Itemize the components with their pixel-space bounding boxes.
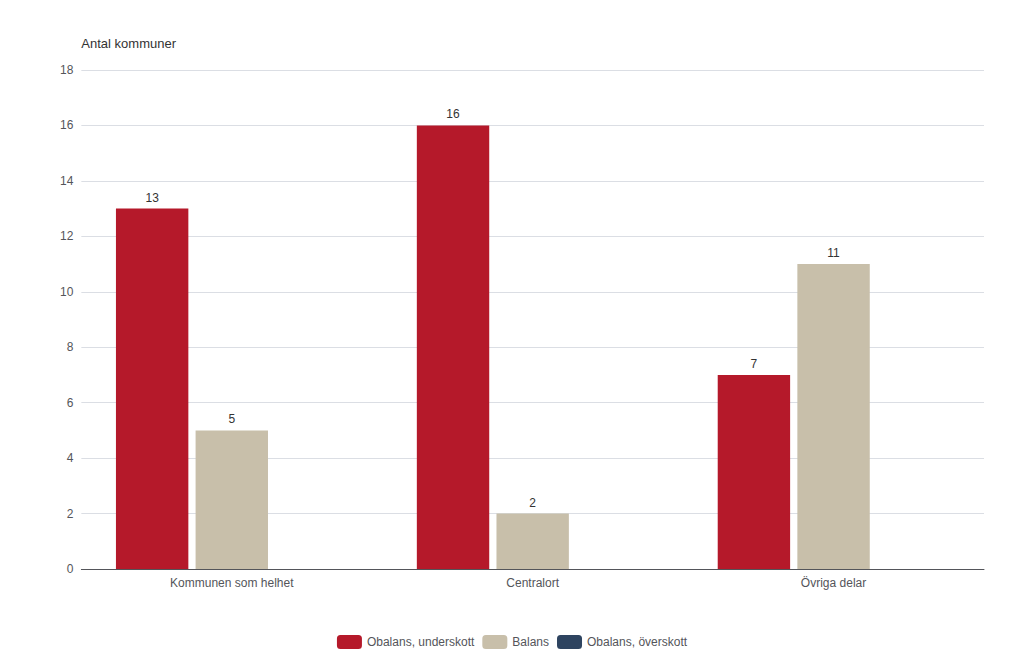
svg-text:Obalans, underskott: Obalans, underskott: [367, 635, 475, 649]
svg-text:4: 4: [67, 451, 74, 465]
svg-text:Antal kommuner: Antal kommuner: [81, 36, 176, 51]
svg-text:16: 16: [446, 107, 460, 121]
svg-text:Kommunen som helhet: Kommunen som helhet: [170, 576, 294, 590]
svg-text:8: 8: [67, 340, 74, 354]
svg-text:Balans: Balans: [512, 635, 549, 649]
svg-text:2: 2: [67, 507, 74, 521]
svg-text:6: 6: [67, 396, 74, 410]
svg-text:14: 14: [60, 174, 74, 188]
svg-text:0: 0: [67, 562, 74, 576]
svg-text:7: 7: [751, 357, 758, 371]
svg-text:2: 2: [529, 496, 536, 510]
svg-text:10: 10: [60, 285, 74, 299]
svg-text:13: 13: [145, 191, 159, 205]
svg-text:Obalans, överskott: Obalans, överskott: [587, 635, 688, 649]
svg-text:16: 16: [60, 118, 74, 132]
svg-text:Övriga delar: Övriga delar: [801, 576, 866, 590]
svg-text:11: 11: [827, 246, 840, 260]
svg-text:5: 5: [228, 412, 235, 426]
svg-text:Centralort: Centralort: [506, 576, 559, 590]
svg-text:12: 12: [60, 229, 74, 243]
svg-text:18: 18: [60, 63, 74, 77]
